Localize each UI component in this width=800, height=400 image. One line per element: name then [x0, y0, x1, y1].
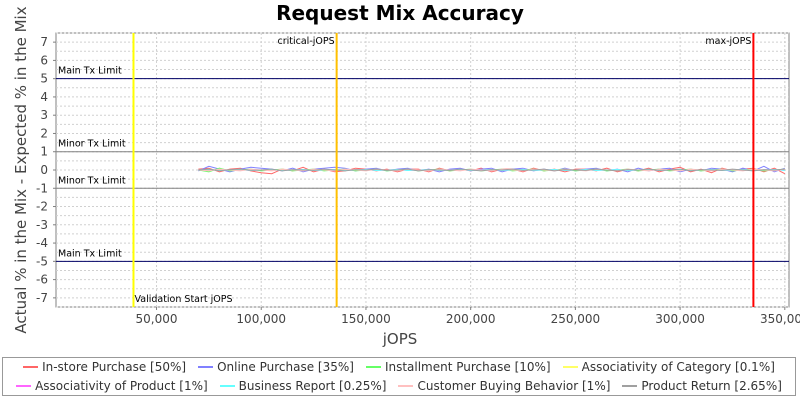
x-tick-label: 50,000	[136, 312, 178, 326]
y-tick-label: -1	[36, 181, 48, 195]
legend-label: Customer Buying Behavior [1%]	[417, 379, 611, 393]
y-tick-label: 6	[40, 53, 48, 67]
legend-item: In-store Purchase [50%]	[23, 359, 186, 376]
legend-item: Product Return [2.65%]	[622, 378, 782, 395]
legend-swatch	[622, 385, 638, 387]
y-tick-label: 0	[40, 163, 48, 177]
legend-swatch	[398, 385, 414, 387]
marker-label: critical-jOPS	[278, 36, 335, 47]
legend-item: Customer Buying Behavior [1%]	[398, 378, 610, 395]
legend-label: Associativity of Product [1%]	[35, 379, 208, 393]
legend-label: In-store Purchase [50%]	[42, 360, 187, 374]
chart-area: Request Mix Accuracy Main Tx Limit Minor …	[12, 1, 800, 348]
series-line	[198, 168, 785, 172]
y-tick-label: -2	[36, 200, 48, 214]
series-line	[198, 168, 785, 172]
legend-swatch	[16, 385, 32, 387]
y-axis-label: Actual % in the Mix - Expected % in the …	[12, 6, 30, 333]
legend: In-store Purchase [50%] Online Purchase […	[2, 357, 796, 396]
legend-label: Installment Purchase [10%]	[384, 360, 551, 374]
x-tick-label: 300,000	[655, 312, 705, 326]
marker-lines: Validation Start jOPS critical-jOPS max-jO…	[132, 33, 755, 307]
marker-label: max-jOPS	[705, 36, 751, 47]
x-axis-ticks: 50,000 100,000 150,000 200,000 250,000 300,00…	[136, 307, 800, 326]
y-tick-label: 1	[40, 145, 48, 159]
y-axis-ticks: 7 6 5 4 3 2 1 0 -1 -2 -3 -4 -5 -6 -7	[36, 35, 56, 305]
limit-lines: Main Tx Limit Minor Tx Limit Minor Tx Limi…	[56, 66, 789, 262]
x-tick-label: 200,000	[446, 312, 496, 326]
y-tick-label: -5	[36, 254, 48, 268]
legend-item: Online Purchase [35%]	[198, 359, 354, 376]
x-tick-label: 350,000	[760, 312, 800, 326]
marker-label: Validation Start jOPS	[134, 294, 232, 305]
y-tick-label: -7	[36, 291, 48, 305]
legend-item: Installment Purchase [10%]	[365, 359, 551, 376]
legend-swatch	[365, 366, 381, 368]
legend-swatch	[198, 366, 214, 368]
x-tick-label: 100,000	[236, 312, 286, 326]
legend-label: Online Purchase [35%]	[217, 360, 354, 374]
legend-swatch	[219, 385, 235, 387]
legend-label: Product Return [2.65%]	[641, 379, 782, 393]
y-tick-label: -3	[36, 218, 48, 232]
limit-label: Main Tx Limit	[58, 66, 122, 77]
y-tick-label: -4	[36, 236, 48, 250]
y-tick-label: 4	[40, 90, 48, 104]
limit-label: Main Tx Limit	[58, 248, 122, 259]
y-tick-label: -6	[36, 273, 48, 287]
series-lines	[198, 165, 786, 175]
limit-label: Minor Tx Limit	[58, 175, 126, 186]
legend-item: Associativity of Category [0.1%]	[562, 359, 775, 376]
limit-label: Minor Tx Limit	[58, 139, 126, 150]
y-tick-label: 5	[40, 72, 48, 86]
legend-swatch	[562, 366, 578, 368]
y-tick-label: 3	[40, 108, 48, 122]
x-tick-label: 250,000	[551, 312, 601, 326]
x-tick-label: 150,000	[341, 312, 391, 326]
legend-item: Business Report [0.25%]	[219, 378, 387, 395]
legend-item: Associativity of Product [1%]	[16, 378, 208, 395]
x-axis-label: jOPS	[382, 330, 418, 348]
legend-label: Associativity of Category [0.1%]	[581, 360, 775, 374]
legend-label: Business Report [0.25%]	[238, 379, 387, 393]
y-tick-label: 2	[40, 126, 48, 140]
legend-swatch	[23, 366, 39, 368]
chart-title: Request Mix Accuracy	[276, 1, 524, 25]
y-tick-label: 7	[40, 35, 48, 49]
